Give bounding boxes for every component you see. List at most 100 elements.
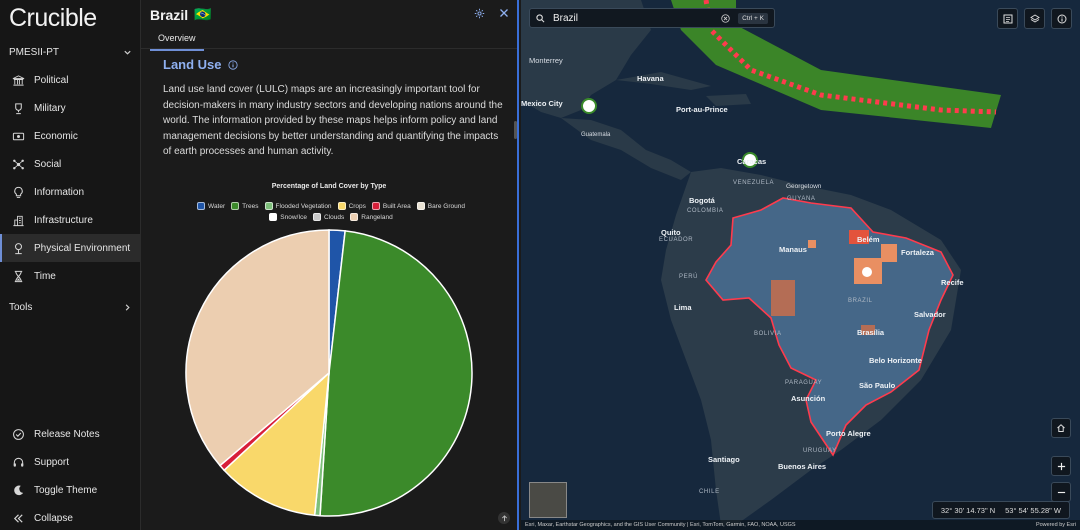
toggle-theme-label: Toggle Theme — [34, 484, 98, 496]
zoom-out-button[interactable] — [1051, 482, 1071, 502]
legend-item[interactable]: Flooded Vegetation — [264, 202, 332, 210]
sidebar-item-label: Military — [34, 102, 66, 114]
layers-button[interactable] — [1024, 8, 1045, 29]
search-input[interactable]: Brazil — [553, 12, 579, 24]
map-search-bar[interactable]: Brazil Ctrl + K — [529, 8, 775, 28]
toggle-theme-button[interactable]: Toggle Theme — [0, 476, 140, 504]
release-notes-button[interactable]: Release Notes — [0, 420, 140, 448]
map-label: Belém — [857, 235, 880, 244]
sidebar-item-time[interactable]: Time — [0, 262, 140, 290]
map-view[interactable]: Monterrey Havana Mexico City Port-au-Pri… — [521, 0, 1080, 530]
pie-slice-trees[interactable] — [319, 230, 473, 517]
sidebar-item-infrastructure[interactable]: Infrastructure — [0, 206, 140, 234]
storm-cone — [671, 0, 1001, 128]
sidebar-item-label: Economic — [34, 130, 78, 142]
site-marker[interactable] — [581, 98, 597, 114]
site-marker[interactable] — [860, 265, 874, 279]
arrow-up-icon — [501, 514, 507, 521]
legend-swatch — [264, 202, 273, 210]
north-america-land — [521, 0, 651, 118]
legend-swatch — [371, 202, 380, 210]
legend-item[interactable]: Water — [197, 202, 225, 210]
list-button[interactable] — [997, 8, 1018, 29]
sidebar-item-political[interactable]: Political — [0, 66, 140, 94]
map-canvas[interactable] — [521, 0, 1080, 530]
map-label: Quito — [661, 228, 681, 237]
sidebar-item-label: Political — [34, 74, 69, 86]
section-title-text: Land Use — [163, 57, 222, 72]
section-title: Land Use — [163, 57, 238, 72]
zoom-in-button[interactable] — [1051, 456, 1071, 476]
home-button[interactable] — [1051, 418, 1071, 438]
legend-item[interactable]: Crops — [337, 202, 366, 210]
legend-swatch — [416, 202, 425, 210]
basemap-thumbnail[interactable] — [529, 482, 567, 518]
close-icon[interactable] — [499, 8, 509, 18]
panel-scrollbar[interactable] — [514, 58, 517, 528]
buildings-icon — [12, 214, 25, 227]
site-marker[interactable] — [742, 152, 758, 168]
land-cover-patch — [849, 230, 869, 244]
central-america-land — [561, 118, 691, 180]
sidebar-item-information[interactable]: Information — [0, 178, 140, 206]
layers-icon — [1029, 13, 1040, 23]
legend-item[interactable]: Bare Ground — [416, 202, 465, 210]
map-label: Buenos Aires — [778, 462, 827, 471]
sidebar-item-physical-environment[interactable]: Physical Environment — [0, 234, 140, 262]
map-label: PERÚ — [679, 274, 699, 280]
map-label: Monterrey — [529, 56, 563, 65]
cuba-land — [616, 72, 711, 90]
country-panel: Brazil 🇧🇷 Overview Land Use Land use lan… — [141, 0, 519, 530]
brazil-area[interactable] — [705, 197, 954, 457]
legend-label: Snow/Ice — [280, 213, 308, 221]
scroll-thumb[interactable] — [514, 121, 517, 139]
land-cover-pie-chart — [185, 229, 473, 517]
panel-actions — [474, 8, 509, 19]
legend-item[interactable]: Built Area — [371, 202, 411, 210]
sidebar-item-economic[interactable]: Economic — [0, 122, 140, 150]
map-label: Caracas — [737, 157, 767, 166]
money-icon — [12, 130, 25, 143]
info-button[interactable] — [1051, 8, 1072, 29]
tab-overview[interactable]: Overview — [150, 27, 204, 51]
support-button[interactable]: Support — [0, 448, 140, 476]
sidebar-item-social[interactable]: Social — [0, 150, 140, 178]
tools-toggle[interactable]: Tools — [9, 298, 132, 316]
lightbulb-icon — [12, 186, 25, 199]
columns-icon — [12, 74, 25, 87]
pie-slice-crops[interactable] — [223, 371, 330, 517]
badge-check-icon — [12, 428, 25, 441]
workspace-select[interactable]: PMESII-PT — [9, 43, 132, 61]
map-label: PARAGUAY — [785, 380, 823, 386]
land-cover-patch — [808, 240, 816, 248]
clear-search-icon[interactable] — [721, 13, 730, 23]
map-label: São Paulo — [859, 381, 896, 390]
sidebar-item-label: Infrastructure — [34, 214, 93, 226]
map-label: Georgetown — [786, 183, 822, 190]
sidebar-item-military[interactable]: Military — [0, 94, 140, 122]
powered-by-text: Powered by Esri — [1035, 522, 1076, 528]
legend-item[interactable]: Clouds — [313, 213, 344, 221]
map-label: Lima — [674, 303, 692, 312]
map-label: Guatemala — [581, 132, 611, 138]
map-toolbar — [997, 8, 1072, 29]
land-cover-patch — [771, 280, 795, 316]
map-label: Salvador — [914, 310, 946, 319]
pie-slice-rangeland[interactable] — [185, 229, 330, 467]
land-cover-patch — [881, 244, 897, 262]
map-label: COLOMBIA — [687, 208, 724, 214]
scroll-top-button[interactable] — [498, 512, 510, 524]
legend-label: Trees — [242, 202, 259, 210]
map-label: Havana — [637, 74, 664, 83]
coordinate-readout: 32° 30' 14.73" N 53° 54' 55.28" W — [931, 501, 1070, 519]
legend-item[interactable]: Trees — [231, 202, 259, 210]
map-label: GUYANA — [787, 196, 816, 202]
map-label: Belo Horizonte — [869, 356, 922, 365]
legend-item[interactable]: Snow/Ice — [269, 213, 307, 221]
legend-item[interactable]: Rangeland — [350, 213, 393, 221]
map-label: Bogotá — [689, 196, 715, 205]
collapse-button[interactable]: Collapse — [0, 504, 140, 530]
settings-gear-icon[interactable] — [474, 8, 485, 19]
info-icon[interactable] — [227, 59, 238, 70]
